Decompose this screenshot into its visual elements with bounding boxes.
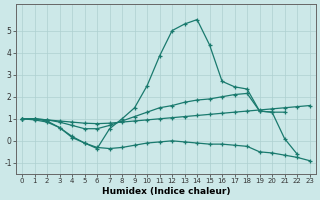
- X-axis label: Humidex (Indice chaleur): Humidex (Indice chaleur): [101, 187, 230, 196]
